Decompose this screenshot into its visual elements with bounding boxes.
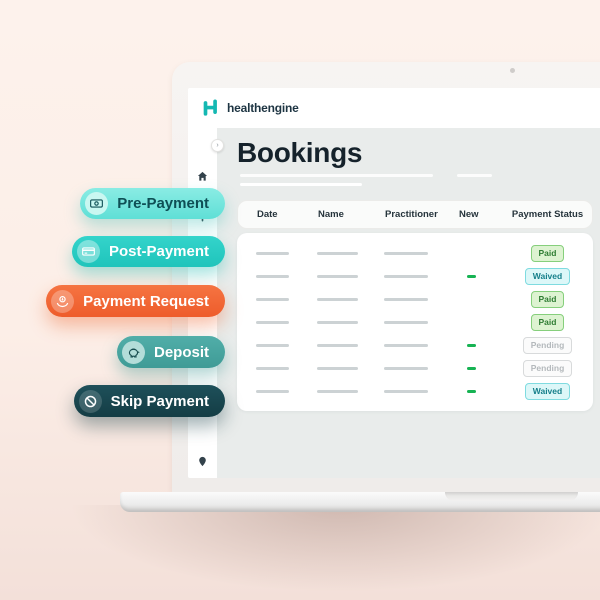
pre-payment-pill[interactable]: Pre-Payment	[80, 188, 225, 219]
practitioner-placeholder	[384, 252, 428, 255]
payment-status-badge: Paid	[530, 290, 565, 309]
app-header: healthengine	[188, 88, 600, 128]
logo-text: healthengine	[227, 101, 299, 115]
deposit-pill[interactable]: Deposit	[116, 336, 225, 368]
healthengine-logo-icon	[203, 99, 217, 116]
pill-label: Payment Request	[83, 292, 209, 310]
practitioner-placeholder	[384, 344, 428, 347]
name-placeholder	[317, 321, 358, 324]
new-indicator	[467, 389, 476, 394]
sidebar-collapse-button[interactable]: ›	[211, 139, 224, 152]
date-placeholder	[256, 321, 289, 324]
practitioner-placeholder	[384, 390, 428, 393]
column-header-date: Date	[257, 209, 278, 220]
date-placeholder	[256, 367, 289, 370]
new-indicator	[467, 366, 476, 371]
practitioner-placeholder	[384, 275, 428, 278]
laptop-base-notch	[445, 492, 578, 501]
payment-status-badge: Waived	[524, 267, 571, 286]
pill-label: Pre-Payment	[117, 195, 209, 212]
piggy-bank-icon	[121, 340, 145, 364]
table-row[interactable]: Waived	[237, 380, 593, 403]
no-symbol-icon	[78, 389, 102, 413]
app-body: › Bookings Date Name Practitioner New Pa…	[188, 128, 600, 478]
pill-label: Skip Payment	[110, 392, 209, 410]
table-row[interactable]: Waived	[237, 265, 593, 288]
hand-coin-icon	[51, 289, 75, 313]
table-row[interactable]: Pending	[237, 334, 593, 357]
pill-label: Post-Payment	[108, 243, 209, 260]
pill-label: Deposit	[153, 343, 209, 361]
laptop-screen: healthengine	[188, 88, 600, 478]
table-body: Paid Waived Paid	[237, 233, 593, 411]
payment-status-badge: Pending	[522, 336, 573, 355]
table-row[interactable]: Pending	[237, 357, 593, 380]
laptop-bezel: healthengine	[172, 62, 600, 492]
practitioner-placeholder	[384, 298, 428, 301]
date-placeholder	[256, 252, 289, 255]
practitioner-placeholder	[384, 367, 428, 370]
table-row[interactable]: Paid	[237, 311, 593, 334]
healthengine-logo[interactable]: healthengine	[200, 98, 299, 118]
practitioner-placeholder	[384, 321, 428, 324]
payment-status-badge: Paid	[530, 313, 565, 332]
table-header: Date Name Practitioner New Payment Statu…	[237, 200, 593, 229]
payment-status-badge: Paid	[530, 244, 565, 263]
page-title: Bookings	[237, 137, 363, 168]
laptop-shadow	[60, 505, 600, 595]
post-payment-pill[interactable]: Post-Payment	[71, 236, 225, 267]
name-placeholder	[317, 252, 358, 255]
name-placeholder	[317, 275, 358, 278]
skeleton-line	[457, 174, 492, 177]
pin-icon[interactable]	[197, 456, 208, 467]
banknote-icon	[85, 192, 109, 215]
date-placeholder	[256, 298, 289, 301]
name-placeholder	[317, 298, 358, 301]
table-row[interactable]: Paid	[237, 242, 593, 265]
date-placeholder	[256, 275, 289, 278]
skeleton-line	[240, 174, 433, 177]
new-indicator	[467, 274, 476, 279]
column-header-name: Name	[318, 209, 344, 220]
home-icon[interactable]	[197, 171, 208, 182]
skip-payment-pill[interactable]: Skip Payment	[73, 385, 225, 417]
name-placeholder	[317, 344, 358, 347]
name-placeholder	[317, 390, 358, 393]
payment-status-badge: Waived	[524, 382, 571, 401]
column-header-payment-status: Payment Status	[511, 209, 584, 220]
credit-card-icon	[76, 240, 100, 263]
column-header-new: New	[459, 209, 479, 220]
date-placeholder	[256, 390, 289, 393]
date-placeholder	[256, 344, 289, 347]
payment-status-badge: Pending	[522, 359, 573, 378]
skeleton-line	[240, 183, 362, 186]
webcam-dot	[510, 68, 515, 73]
table-row[interactable]: Paid	[237, 288, 593, 311]
new-indicator	[467, 343, 476, 348]
payment-request-pill[interactable]: Payment Request	[46, 285, 225, 317]
column-header-practitioner: Practitioner	[385, 209, 438, 220]
laptop-base	[120, 492, 600, 512]
name-placeholder	[317, 367, 358, 370]
